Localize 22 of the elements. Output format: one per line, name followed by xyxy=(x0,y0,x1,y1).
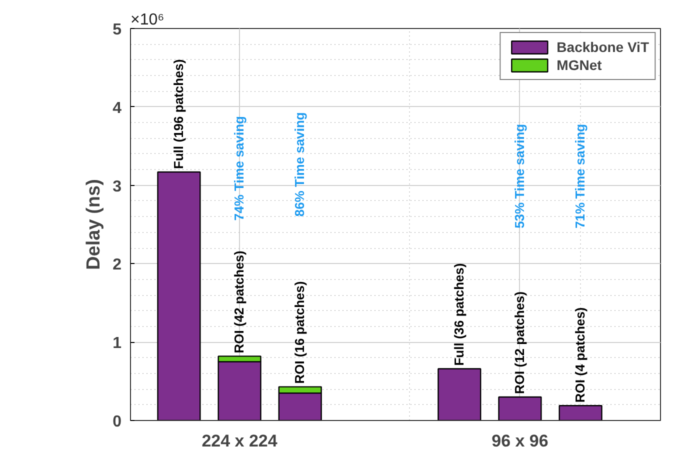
annotation: 71% Time saving xyxy=(572,124,588,228)
x-tick-label: 224 x 224 xyxy=(202,432,278,450)
annotation: 74% Time saving xyxy=(232,116,247,221)
y-tick-label: 0 xyxy=(112,414,122,430)
annotation: 53% Time saving xyxy=(512,124,527,228)
y-tick-label: 2 xyxy=(112,256,122,274)
y-tick-label: 4 xyxy=(112,100,122,117)
annotation: ROI (4 patches) xyxy=(572,307,588,403)
annotation: ROI (16 patches) xyxy=(292,281,308,384)
annotation: ROI (42 patches) xyxy=(232,250,247,354)
annotation: Full (196 patches) xyxy=(170,59,186,169)
legend-label: MGNet xyxy=(556,57,602,73)
y-tick-label: 3 xyxy=(112,178,122,196)
y-axis-title: Delay (ns) xyxy=(84,179,105,270)
y-tick-label: 5 xyxy=(112,22,122,38)
annotation: ROI (12 patches) xyxy=(512,291,527,394)
annotation: Full (36 patches) xyxy=(451,263,466,366)
legend-label: Backbone ViT xyxy=(556,39,649,55)
annotation: 86% Time saving xyxy=(292,112,308,217)
annotation: ×10⁶ xyxy=(130,12,164,28)
y-tick-label: 1 xyxy=(112,335,122,352)
x-tick-label: 96 x 96 xyxy=(492,432,548,450)
